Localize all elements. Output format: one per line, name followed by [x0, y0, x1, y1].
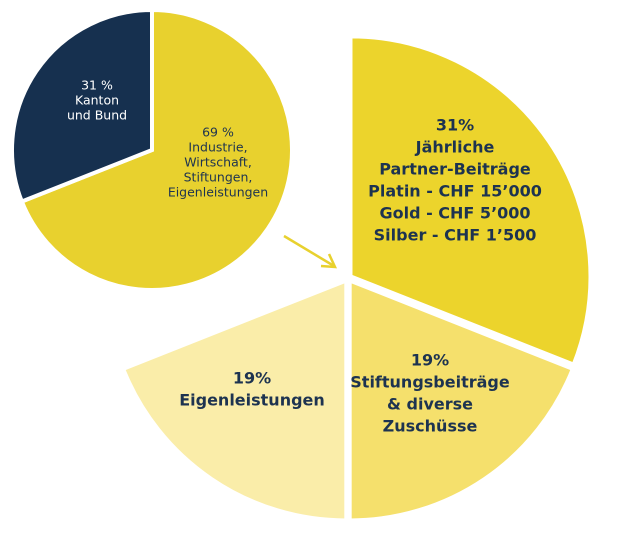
- pie: 31% Jährliche Partner-Beiträge Platin - CHF…: [120, 34, 593, 523]
- slice-label: & diverse: [387, 395, 473, 414]
- pie-slice: [19, 7, 294, 292]
- slice-label: und Bund: [67, 108, 127, 123]
- value-label: 19%: [233, 369, 271, 388]
- arrow: [283, 234, 338, 269]
- value-label: 31%: [436, 116, 474, 135]
- pie-slice: [10, 7, 154, 205]
- slice-label: Platin - CHF 15’000: [368, 182, 542, 201]
- slice-label: Wirtschaft,: [184, 155, 252, 170]
- slice-label: Jährliche: [415, 138, 495, 157]
- slice-label: Zuschüsse: [383, 417, 478, 436]
- pie-slice: [347, 277, 576, 523]
- slice-label: Kanton: [75, 93, 119, 108]
- pie-slice: [120, 277, 349, 523]
- slice-label: Industrie,: [188, 140, 247, 155]
- pie-slice: [348, 34, 593, 368]
- slice-label: Gold - CHF 5’000: [379, 204, 530, 223]
- value-label: 19%: [411, 351, 449, 370]
- slice-label: Eigenleistungen: [168, 185, 268, 200]
- slice-label: Silber - CHF 1’500: [374, 226, 537, 245]
- value-label: 31 %: [81, 78, 113, 93]
- slice-label: Stiftungsbeiträge: [350, 373, 510, 392]
- slice-label: Partner-Beiträge: [379, 160, 531, 179]
- pie: 69 %Industrie,Wirtschaft,Stiftungen,Eige…: [10, 7, 294, 292]
- value-label: 69 %: [202, 125, 234, 140]
- slice-label: Stiftungen,: [184, 170, 253, 185]
- slice-label: Eigenleistungen: [179, 391, 325, 410]
